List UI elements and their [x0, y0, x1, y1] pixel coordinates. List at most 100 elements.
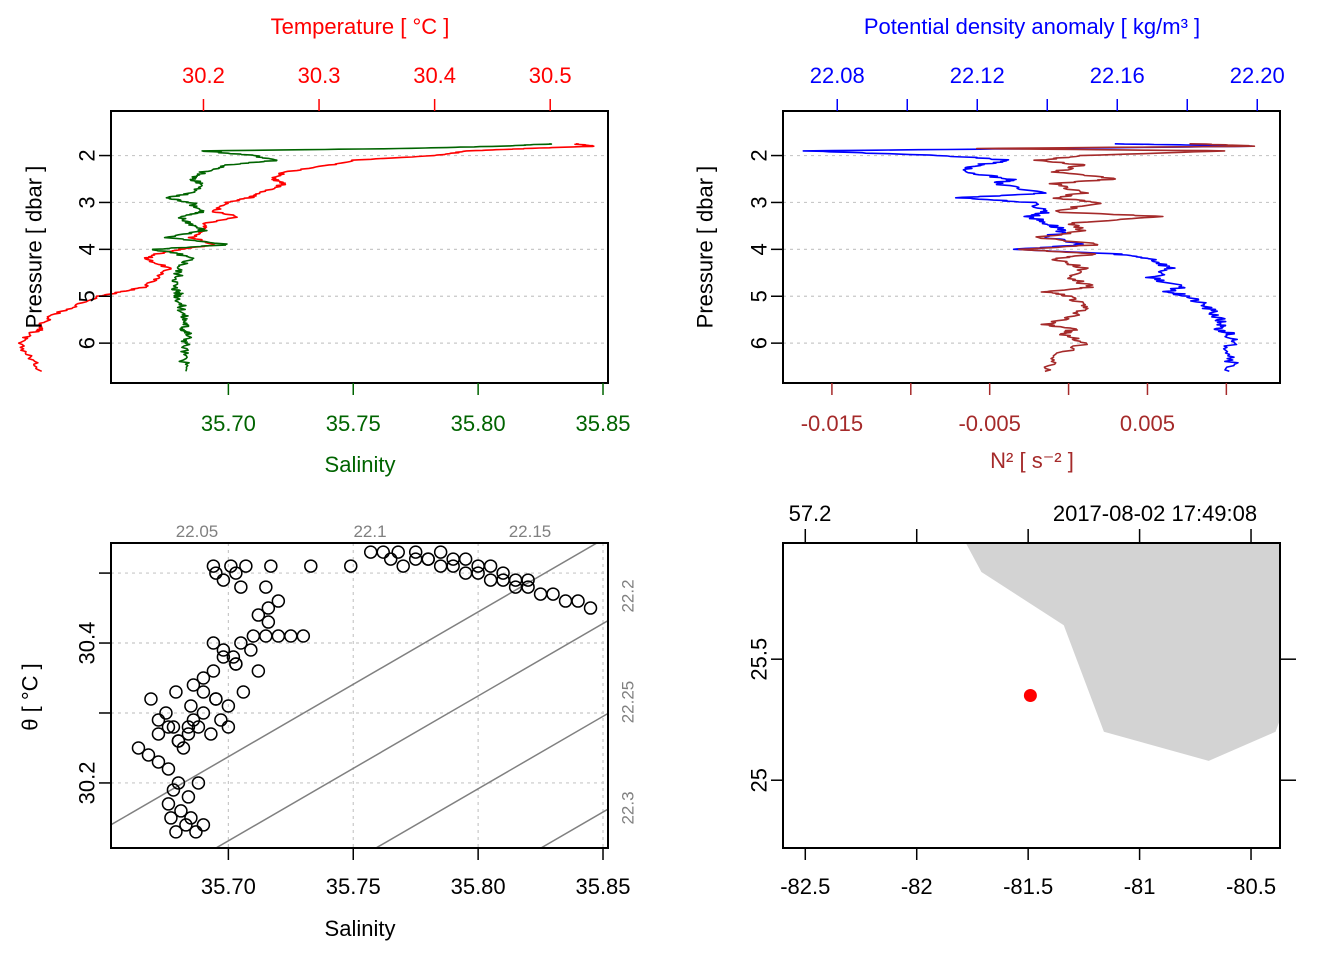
data-point — [169, 685, 183, 699]
data-point — [209, 566, 223, 580]
left-axis-tick-label: 4 — [747, 243, 772, 255]
left-axis-tick-label: 4 — [75, 243, 100, 255]
x-axis-tick-label: 35.75 — [326, 874, 381, 899]
series-line-salinity — [151, 143, 553, 372]
data-point — [151, 755, 166, 769]
y-axis-tick-label: 30.2 — [75, 762, 100, 805]
data-point — [344, 559, 358, 573]
data-point — [181, 720, 196, 734]
data-point — [296, 629, 311, 643]
plot-frame — [782, 542, 1281, 849]
data-point — [221, 720, 236, 734]
data-point — [421, 552, 435, 566]
left-axis-tick-label: 3 — [747, 196, 772, 208]
data-point — [206, 664, 221, 678]
top-axis-tick-label: 22.08 — [810, 63, 865, 88]
y-axis-title: θ [ °C ] — [18, 663, 43, 730]
station-marker — [1023, 689, 1037, 702]
data-point — [583, 601, 598, 615]
data-point — [261, 615, 276, 629]
data-point — [151, 727, 166, 741]
data-point — [196, 818, 211, 832]
data-point — [224, 559, 238, 573]
data-point — [433, 559, 448, 573]
data-point — [508, 573, 523, 587]
top-axis-tick-label: 30.5 — [529, 63, 572, 88]
x-axis-tick-label: -82.5 — [780, 874, 830, 899]
left-axis-title: Pressure [ dbar ] — [22, 166, 47, 329]
data-point — [446, 552, 460, 566]
data-point — [184, 811, 198, 825]
bottom-axis-tick-label: -0.005 — [958, 411, 1020, 436]
bottom-axis-tick-label: -0.015 — [801, 411, 863, 436]
y-axis-tick-label: 25 — [747, 768, 772, 792]
data-point — [271, 629, 286, 643]
data-point — [216, 643, 231, 657]
data-point — [176, 741, 191, 755]
data-point — [408, 552, 423, 566]
series-line-n2 — [975, 143, 1256, 373]
data-point — [521, 580, 535, 594]
data-point — [261, 601, 276, 615]
data-point — [196, 706, 211, 720]
data-point — [264, 559, 278, 573]
data-point — [179, 818, 193, 832]
data-point — [216, 573, 231, 587]
data-point — [189, 825, 203, 839]
data-point — [144, 692, 158, 706]
left-axis-tick-label: 2 — [75, 149, 100, 161]
isopycnal-line — [111, 543, 599, 826]
data-point — [181, 727, 196, 741]
x-axis-tick-label: -82 — [901, 874, 933, 899]
map-top-left-label: 57.2 — [789, 501, 832, 526]
data-point — [304, 559, 318, 573]
data-point — [234, 636, 248, 650]
data-point — [196, 685, 211, 699]
data-point — [174, 804, 188, 818]
density-profile-panel: 22.08 22.12 22.16 22.20 Potential density an… — [693, 14, 1285, 473]
isopycnal-label-right: 22.25 — [619, 681, 638, 724]
data-point — [164, 811, 178, 825]
series-line-temperature — [17, 143, 595, 373]
data-point — [239, 559, 253, 573]
bottom-axis-title: N² [ s⁻² ] — [990, 448, 1074, 473]
left-axis-tick-label: 5 — [747, 290, 772, 302]
data-point — [244, 643, 258, 657]
data-point — [221, 699, 236, 713]
x-axis-tick-label: 35.85 — [575, 874, 630, 899]
data-point — [408, 545, 423, 559]
data-point — [181, 790, 196, 804]
land-polygon — [965, 543, 1280, 761]
left-axis-tick-label: 6 — [75, 337, 100, 349]
data-point — [284, 629, 298, 643]
data-point — [433, 545, 448, 559]
bottom-axis-tick-label: 35.85 — [575, 411, 630, 436]
top-axis-tick-label: 30.4 — [413, 63, 456, 88]
data-point — [383, 552, 398, 566]
data-point — [191, 776, 206, 790]
ts-profile-panel: 30.2 30.3 30.4 30.5 Temperature [ °C ] 35.70 3… — [17, 14, 631, 477]
data-point — [159, 706, 173, 720]
data-point — [496, 573, 510, 587]
map-datetime-label: 2017-08-02 17:49:08 — [1053, 501, 1257, 526]
data-point — [184, 699, 198, 713]
data-point — [151, 713, 166, 727]
top-axis-tick-label: 30.3 — [298, 63, 341, 88]
bottom-axis-tick-label: 35.70 — [201, 411, 256, 436]
top-axis-tick-label: 22.20 — [1230, 63, 1285, 88]
data-point — [196, 671, 211, 685]
data-point — [186, 678, 201, 692]
data-point — [186, 713, 201, 727]
data-point — [533, 587, 548, 601]
isopycnals — [111, 543, 608, 848]
top-axis-tick-label: 22.16 — [1090, 63, 1145, 88]
isopycnal-label-right: 22.3 — [619, 791, 638, 824]
station-map-panel: -82.5 -82 -81.5 -81 -80.5 57.2 2017-08-02 17:4… — [747, 501, 1296, 899]
data-point — [483, 573, 498, 587]
x-axis-title: Salinity — [325, 916, 396, 941]
data-point — [131, 741, 146, 755]
data-point — [161, 762, 176, 776]
data-point — [141, 748, 156, 762]
data-point — [166, 720, 181, 734]
